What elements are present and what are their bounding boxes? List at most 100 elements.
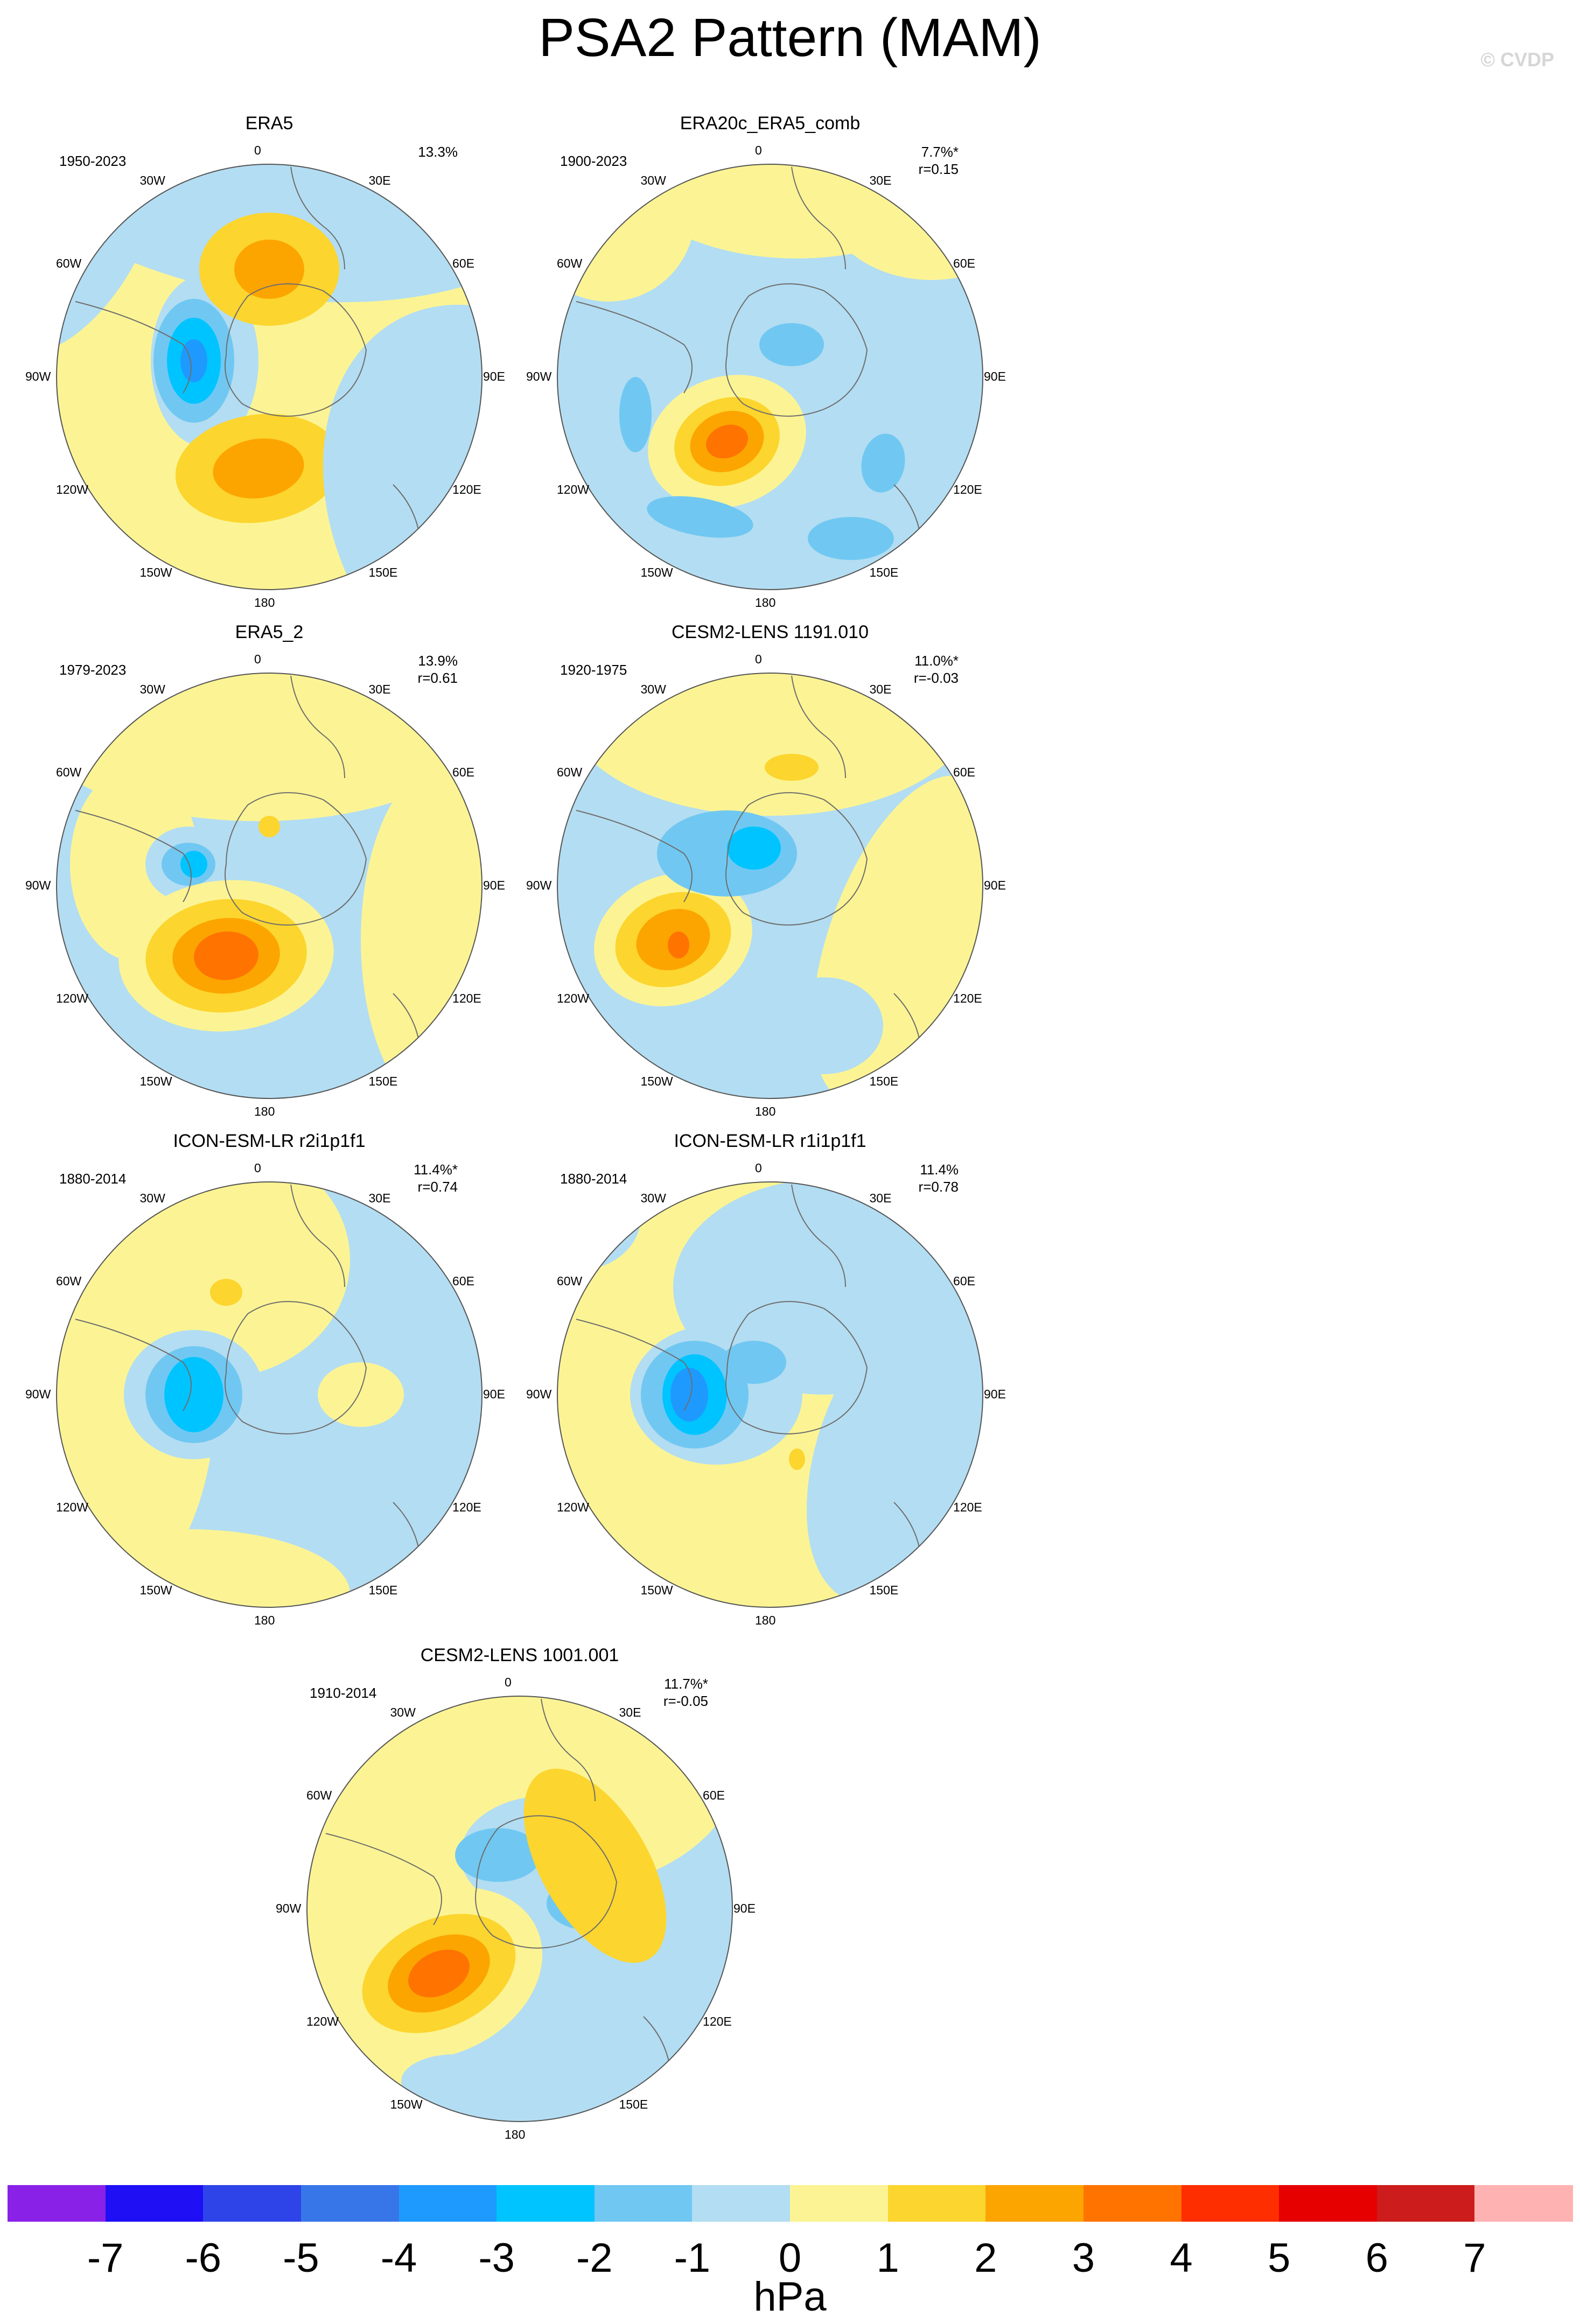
pattern-correlation: r=-0.03 (913, 670, 959, 686)
pressure-contour (557, 164, 695, 302)
pressure-contour (619, 377, 652, 452)
panel-stats: 13.3% (401, 143, 458, 160)
longitude-label: 150E (619, 2097, 648, 2111)
longitude-label: 150E (869, 565, 899, 579)
colorbar-tick-label: -1 (674, 2235, 711, 2281)
longitude-label: 30W (640, 173, 666, 188)
pressure-contour (670, 1368, 708, 1422)
longitude-label: 120W (55, 991, 89, 1005)
colorbar-tick-label: -6 (185, 2235, 222, 2281)
colorbar-tick-label: 4 (1170, 2235, 1193, 2281)
pressure-contour (408, 1949, 470, 1998)
longitude-label: 60W (55, 256, 82, 270)
longitude-label: 180 (254, 596, 275, 610)
panel-period: 1979-2023 (59, 662, 127, 678)
longitude-label: 60W (556, 256, 583, 270)
longitude-label: 60E (953, 256, 975, 270)
longitude-label: 30E (619, 1705, 641, 1720)
pressure-contour (789, 1448, 805, 1470)
pressure-contour (455, 1828, 541, 1882)
longitude-label: 150E (368, 1583, 398, 1597)
polar-map (557, 1181, 983, 1608)
panel-period: 1900-2023 (560, 153, 627, 169)
variance-percent: 11.7%* (664, 1676, 708, 1692)
polar-map (557, 164, 983, 590)
longitude-label: 120W (556, 482, 590, 496)
panel-title: CESM2-LENS 1191.010 (671, 622, 869, 642)
colorbar-swatch (1181, 2185, 1280, 2222)
longitude-label: 0 (254, 143, 261, 157)
pressure-contour (765, 754, 819, 781)
panel-stats: 11.4% r=0.78 (902, 1161, 959, 1195)
colorbar-tick-label: 2 (974, 2235, 997, 2281)
variance-percent: 13.3% (418, 144, 458, 160)
panel-title: ERA5_2 (235, 622, 304, 642)
longitude-label: 150E (368, 1074, 398, 1088)
colorbar-swatch (1474, 2185, 1573, 2222)
longitude-label: 90W (526, 369, 552, 383)
longitude-label: 90E (483, 1387, 505, 1401)
colorbar-swatch (1083, 2185, 1182, 2222)
variance-percent: 7.7%* (921, 144, 959, 160)
longitude-label: 60E (953, 1274, 975, 1288)
pressure-contour (668, 932, 689, 958)
colorbar-swatch (1279, 2185, 1378, 2222)
longitude-label: 90W (25, 1387, 51, 1401)
longitude-label: 180 (254, 1104, 275, 1118)
panel-period: 1880-2014 (59, 1171, 127, 1187)
colorbar-swatch (887, 2185, 987, 2222)
colorbar-tick-label: -2 (576, 2235, 613, 2281)
panel-stats: 13.9% r=0.61 (401, 652, 458, 687)
panel-stats: 11.4%* r=0.74 (401, 1161, 458, 1195)
page-title: PSA2 Pattern (MAM) (539, 8, 1041, 68)
variance-percent: 13.9% (418, 653, 458, 669)
map-panel: CESM2-LENS 1001.001 1910-2014 11.7%* r=-0.0… (250, 1645, 1004, 2151)
pressure-contour (557, 1182, 641, 1271)
panel-title: CESM2-LENS 1001.001 (420, 1645, 619, 1665)
pattern-correlation: r=0.74 (417, 1179, 458, 1195)
panel-period: 1950-2023 (59, 153, 127, 169)
panel-stats: 11.0%* r=-0.03 (902, 652, 959, 687)
panel-stats: 11.7%* r=-0.05 (652, 1675, 708, 1710)
pattern-correlation: r=0.15 (918, 161, 959, 177)
map-panel: ICON-ESM-LR r1i1p1f1 1880-2014 11.4% r=0.78… (501, 1131, 1255, 1637)
variance-percent: 11.4% (920, 1161, 959, 1178)
pressure-contour (557, 843, 619, 907)
copyright-watermark: © CVDP (1480, 48, 1554, 71)
pressure-contour (175, 1368, 213, 1422)
longitude-label: 90E (733, 1901, 756, 1915)
longitude-label: 150W (640, 565, 673, 579)
pressure-contour (727, 827, 781, 870)
longitude-label: 0 (254, 652, 261, 666)
longitude-label: 30W (139, 173, 165, 188)
pressure-contour (861, 433, 905, 493)
panel-period: 1880-2014 (560, 1171, 627, 1187)
longitude-label: 0 (755, 143, 762, 157)
colorbar-swatch (497, 2185, 595, 2222)
longitude-label: 120E (703, 2014, 732, 2028)
longitude-label: 0 (505, 1675, 512, 1689)
panel-title: ICON-ESM-LR r1i1p1f1 (674, 1131, 866, 1151)
longitude-label: 90E (984, 369, 1006, 383)
longitude-label: 120E (452, 1500, 481, 1514)
colorbar-tick-label: -5 (283, 2235, 319, 2281)
panel-stats: 7.7%* r=0.15 (902, 143, 959, 178)
pressure-contour (180, 851, 207, 878)
variance-percent: 11.0%* (914, 653, 959, 669)
map-panel: ERA5 1950-2023 13.3% 0 30E 60E 90E 120E 150E 180 1… (0, 113, 754, 619)
longitude-label: 150W (640, 1583, 673, 1597)
colorbar-tick-label: -3 (478, 2235, 515, 2281)
longitude-label: 180 (755, 1104, 776, 1118)
longitude-label: 150E (869, 1074, 899, 1088)
panel-title: ERA5 (245, 113, 293, 134)
colorbar-tick-label: -7 (87, 2235, 124, 2281)
map-panel: CESM2-LENS 1191.010 1920-1975 11.0%* r=-0.0… (501, 622, 1255, 1128)
longitude-label: 60E (953, 765, 975, 779)
colorbar-unit-label: hPa (753, 2274, 827, 2320)
longitude-label: 90W (276, 1901, 302, 1915)
pressure-contour (808, 517, 894, 560)
longitude-label: 90W (25, 369, 51, 383)
polar-map (56, 1181, 483, 1608)
map-panel: ERA20c_ERA5_comb 1900-2023 7.7%* r=0.15 0 30E… (501, 113, 1255, 619)
colorbar-swatch (105, 2185, 204, 2222)
